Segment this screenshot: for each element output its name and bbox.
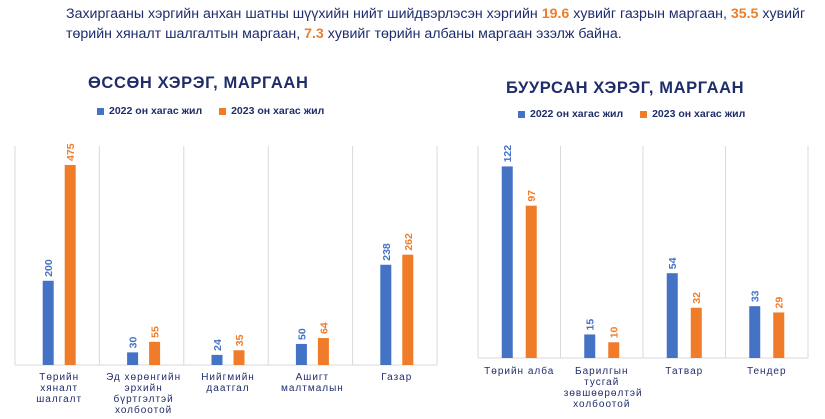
category-label: Татвар [665,366,704,377]
data-label-2023: 10 [609,326,621,338]
data-label-2023: 64 [318,322,330,334]
legend-swatch-2022 [97,107,104,115]
data-label-2023: 262 [403,233,415,251]
bar-2023 [64,164,76,365]
bar-2022 [501,166,513,358]
data-label-2022: 15 [585,319,597,331]
bar-2022 [749,306,761,358]
intro-part-4: хувийг төрийн албаны маргаан эзэлж байна… [323,26,622,42]
category-label: Ашигт малтмалын [280,372,344,394]
bar-2023 [773,312,785,358]
bar-2022 [42,280,54,365]
intro-part-1: Захиргааны хэргийн анхан шатны шүүхийн н… [66,6,542,22]
bar-2023 [525,205,537,358]
bar-2022 [127,352,139,365]
chart-2-legend-item-2023: 2023 он хагас жил [640,108,745,120]
data-label-2022: 200 [43,259,55,277]
data-label-2023: 55 [150,326,162,338]
data-label-2022: 54 [667,257,679,269]
category-label: Тендер [746,366,787,377]
bar-2022 [211,354,223,365]
legend-swatch-2023 [640,110,648,118]
intro-highlight-2: 35.5 [730,6,759,22]
intro-highlight-3: 7.3 [304,26,324,42]
chart-2-legend: 2022 он хагас жил 2023 он хагас жил [518,108,759,121]
bar-2022 [666,273,678,358]
category-label: Газар [381,372,413,383]
bar-2023 [608,342,620,358]
chart-2-title: БУУРСАН ХЭРЭГ, МАРГААН [506,79,745,97]
chart-1-legend-label-2022: 2022 он хагас жил [109,105,203,117]
bar-2022 [380,264,392,365]
data-label-2022: 30 [128,337,140,349]
legend-swatch-2022 [518,110,525,118]
data-label-2023: 35 [234,334,246,346]
data-label-2022: 24 [212,339,224,351]
chart-1-legend-label-2023: 2023 он хагас жил [231,105,325,117]
chart-1-title: ӨССӨН ХЭРЭГ, МАРГААН [88,74,309,92]
category-label: Төрийн алба [484,366,555,377]
intro-text: Захиргааны хэргийн анхан шатны шүүхийн н… [66,4,821,44]
intro-part-3: хувийг төрийн хяналт шалгалтын маргаан, [66,6,806,42]
bar-2023 [317,338,329,365]
legend-swatch-2023 [219,107,227,115]
data-label-2023: 475 [65,143,77,161]
chart-1-legend-item-2022: 2022 он хагас жил [97,105,202,117]
data-label-2022: 122 [502,145,514,163]
bar-2023 [690,307,702,358]
data-label-2022: 50 [296,328,308,340]
data-label-2022: 238 [381,243,393,261]
chart-1-legend: 2022 он хагас жил 2023 он хагас жил [97,105,338,118]
data-label-2023: 97 [526,190,538,202]
category-label: Нийгмийн даатгал [201,372,255,394]
intro-highlight-1: 19.6 [541,6,570,22]
intro-part-2: хувийг газрын маргаан, [569,6,731,22]
bar-2022 [584,334,596,358]
category-label: Төрийн хяналт шалгалт [36,372,83,405]
category-label: Эд хөрөнгийн эрхийн бүртгэлтэй холбоотой [106,372,182,416]
data-label-2022: 33 [750,290,762,302]
bar-2022 [295,343,307,365]
chart-2-legend-label-2022: 2022 он хагас жил [530,108,624,120]
data-label-2023: 32 [691,292,703,304]
bar-2023 [149,341,161,365]
data-label-2023: 29 [774,297,786,309]
chart-2-legend-label-2023: 2023 он хагас жил [652,108,746,120]
chart-1-legend-item-2023: 2023 он хагас жил [219,105,324,117]
category-label: Барилгын тусгай зөвшөөрөлтэй холбоотой [563,366,643,410]
bar-2023 [233,350,245,365]
chart-2-legend-item-2022: 2022 он хагас жил [518,108,623,120]
bar-2023 [402,254,414,365]
